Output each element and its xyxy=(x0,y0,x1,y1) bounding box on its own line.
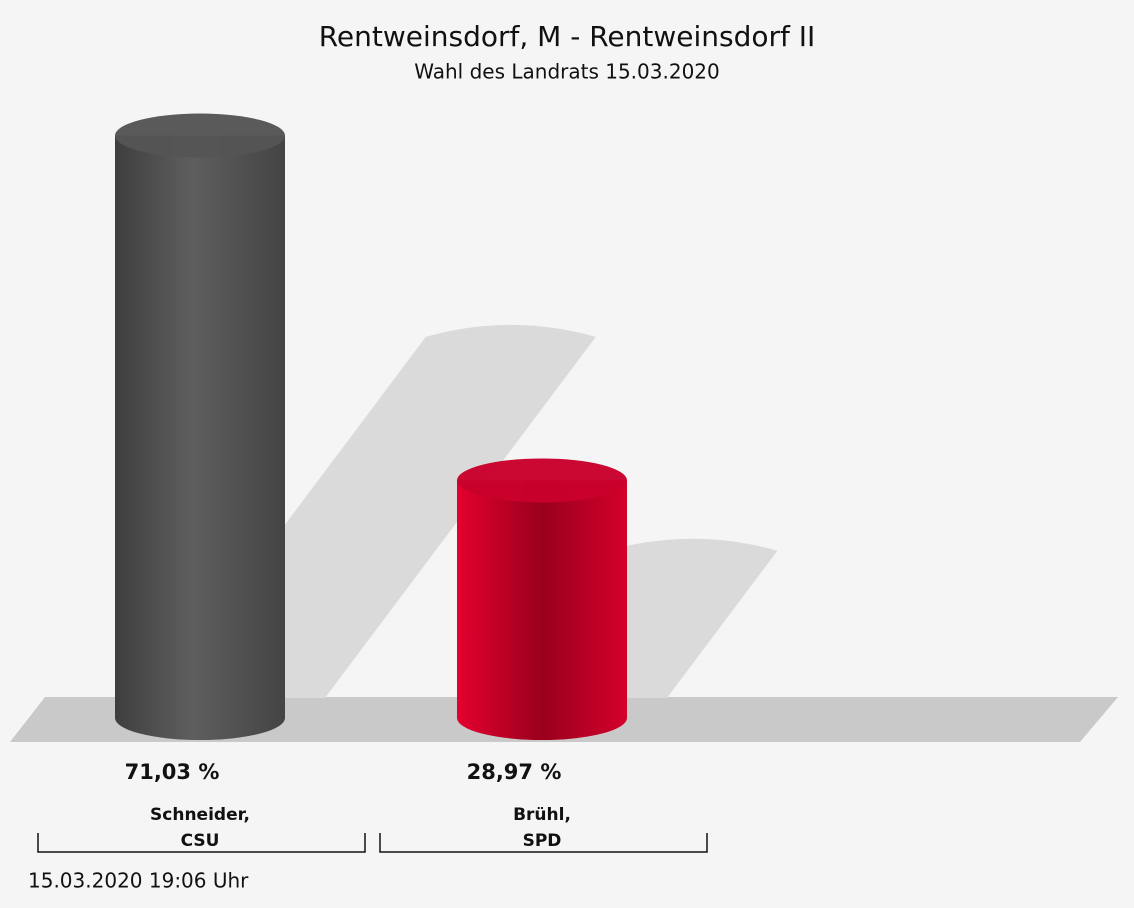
bar xyxy=(115,113,285,740)
bar xyxy=(457,458,627,740)
x-tick-label: Brühl, SPD xyxy=(513,805,571,851)
value-label: 71,03 % xyxy=(125,760,220,784)
bars xyxy=(115,113,627,740)
category-bracket xyxy=(379,833,708,853)
chart-title: Rentweinsdorf, M - Rentweinsdorf II xyxy=(319,20,816,53)
chart-subtitle: Wahl des Landrats 15.03.2020 xyxy=(414,60,720,84)
bar-body xyxy=(457,480,627,740)
footnote: 15.03.2020 19:06 Uhr xyxy=(28,869,249,893)
bar-body xyxy=(115,135,285,740)
bar-top xyxy=(115,113,285,158)
bar-top xyxy=(457,458,627,503)
x-tick-label: Schneider, CSU xyxy=(150,805,250,851)
category-bracket xyxy=(37,833,366,853)
value-label: 28,97 % xyxy=(467,760,562,784)
